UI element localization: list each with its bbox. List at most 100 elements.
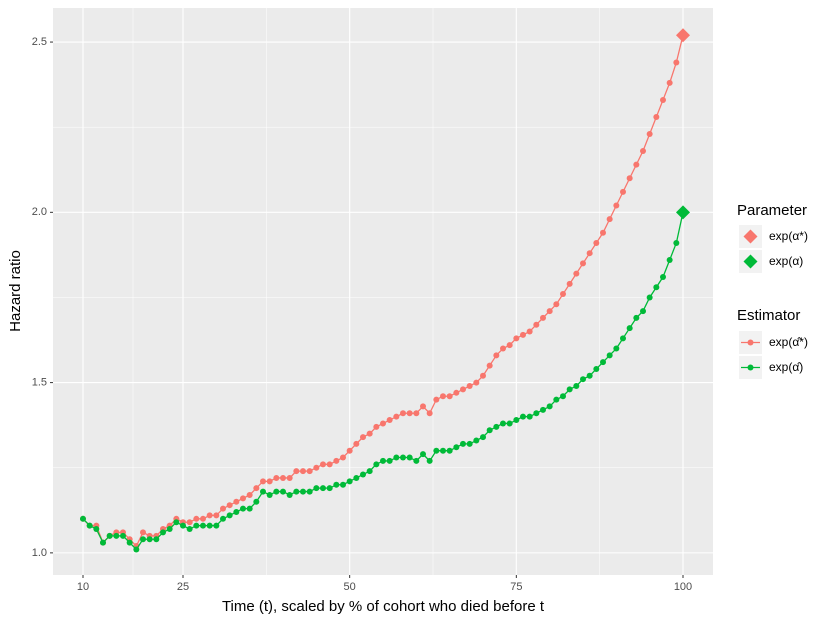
legend-symbol <box>747 339 754 346</box>
point <box>320 461 326 468</box>
point <box>466 440 473 447</box>
point <box>353 474 360 481</box>
point <box>206 522 213 529</box>
point <box>400 410 406 417</box>
point <box>160 529 166 536</box>
point <box>606 352 613 359</box>
point <box>140 529 146 536</box>
point <box>446 447 453 454</box>
point <box>613 202 620 209</box>
x-tick-label: 100 <box>674 581 692 593</box>
point <box>220 515 226 522</box>
point <box>486 362 493 369</box>
point <box>300 488 306 495</box>
point <box>433 396 440 403</box>
legend-label: exp(α) <box>769 254 803 268</box>
point <box>240 495 246 502</box>
point <box>593 365 600 372</box>
point <box>520 413 526 420</box>
point <box>446 393 453 400</box>
point <box>266 478 273 485</box>
point <box>460 386 466 393</box>
point <box>200 522 206 529</box>
point <box>133 546 140 553</box>
point <box>120 532 126 539</box>
x-tick-label: 50 <box>344 581 356 593</box>
point <box>553 396 560 403</box>
point <box>640 308 646 315</box>
point <box>180 522 186 529</box>
point <box>473 379 480 386</box>
point <box>420 451 426 458</box>
point <box>346 478 353 485</box>
point <box>306 488 313 495</box>
point <box>233 498 240 505</box>
point <box>453 444 460 451</box>
point <box>500 345 506 352</box>
legend-label: exp(α̂) <box>769 360 803 374</box>
x-axis-title: Time (t), scaled by % of cohort who died… <box>222 598 545 615</box>
point <box>673 239 680 246</box>
point <box>493 352 500 359</box>
point <box>333 457 340 464</box>
point <box>373 461 380 468</box>
point <box>626 175 633 182</box>
point <box>566 386 573 393</box>
point <box>333 481 340 488</box>
point <box>433 447 440 454</box>
point <box>406 454 413 461</box>
point <box>480 372 486 379</box>
point <box>420 403 426 410</box>
point <box>453 389 460 396</box>
point <box>340 454 346 461</box>
point <box>566 280 573 287</box>
point <box>546 403 553 410</box>
point <box>313 464 320 471</box>
point <box>666 79 673 86</box>
point <box>186 526 193 533</box>
point <box>366 468 373 475</box>
parameter-point <box>676 28 690 43</box>
point <box>340 481 346 488</box>
point <box>620 335 626 342</box>
legend-title: Estimator <box>737 307 800 324</box>
point <box>260 478 266 485</box>
point <box>406 410 413 417</box>
point <box>273 488 280 495</box>
point <box>266 491 273 498</box>
y-axis-title: Hazard ratio <box>7 250 24 332</box>
point <box>533 410 540 417</box>
legend-label: exp(α*) <box>769 229 808 243</box>
point <box>573 383 580 389</box>
point <box>233 509 240 515</box>
y-tick-label: 2.5 <box>32 36 47 48</box>
legend-label: exp(α̂*) <box>769 335 808 349</box>
point <box>633 161 640 168</box>
point <box>573 270 580 277</box>
point <box>626 325 633 332</box>
point <box>280 474 286 481</box>
point <box>253 485 260 492</box>
point <box>546 308 553 315</box>
point <box>646 294 653 301</box>
point <box>413 410 420 417</box>
point <box>220 505 226 512</box>
point <box>560 393 566 400</box>
point <box>393 454 400 461</box>
point <box>533 321 540 328</box>
point <box>346 447 353 454</box>
point <box>473 437 480 444</box>
point <box>586 372 593 379</box>
panel <box>53 8 713 575</box>
point <box>246 491 253 498</box>
legend-title: Parameter <box>737 202 807 219</box>
point <box>293 488 300 495</box>
point <box>633 314 640 321</box>
point <box>440 393 446 400</box>
point <box>593 239 600 246</box>
point <box>173 519 180 526</box>
point <box>226 512 233 519</box>
point <box>673 59 680 66</box>
point <box>226 502 233 509</box>
point <box>353 440 360 447</box>
